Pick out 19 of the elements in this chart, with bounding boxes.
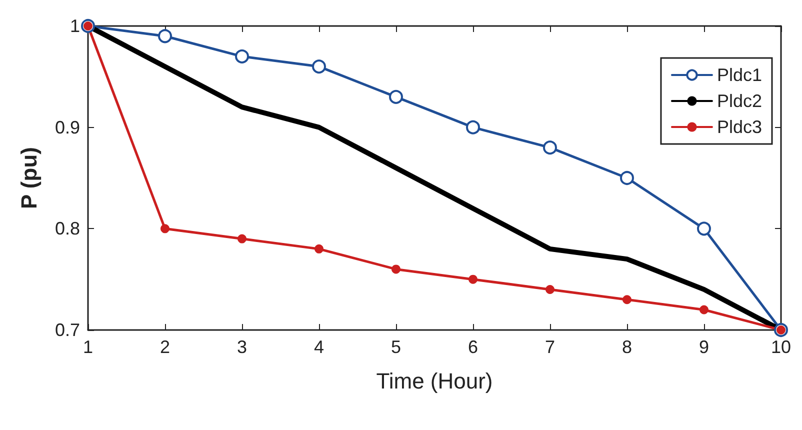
- x-tick-label: 7: [544, 337, 555, 357]
- y-tick-label: 0.7: [54, 320, 80, 340]
- y-tick-label: 0.8: [54, 218, 80, 239]
- x-tick-label: 5: [390, 337, 402, 357]
- x-tick-label: 3: [236, 337, 248, 357]
- x-tick-label: 2: [160, 337, 170, 357]
- legend-label: Pldc1: [716, 65, 762, 85]
- y-tick-label: 1: [70, 16, 80, 36]
- x-tick-label: 1: [82, 337, 94, 357]
- legend-label: Pldc2: [716, 91, 762, 111]
- x-tick-label: 10: [770, 337, 792, 357]
- y-tick-label: 0.9: [54, 117, 80, 138]
- x-tick-label: 9: [698, 337, 709, 357]
- x-axis-title: Time (Hour): [376, 368, 493, 394]
- legend-label: Pldc3: [716, 117, 762, 137]
- x-tick-label: 6: [468, 337, 478, 357]
- x-tick-label: 8: [622, 337, 632, 357]
- x-tick-label: 4: [314, 337, 324, 357]
- y-axis-title: P (pu): [16, 147, 42, 209]
